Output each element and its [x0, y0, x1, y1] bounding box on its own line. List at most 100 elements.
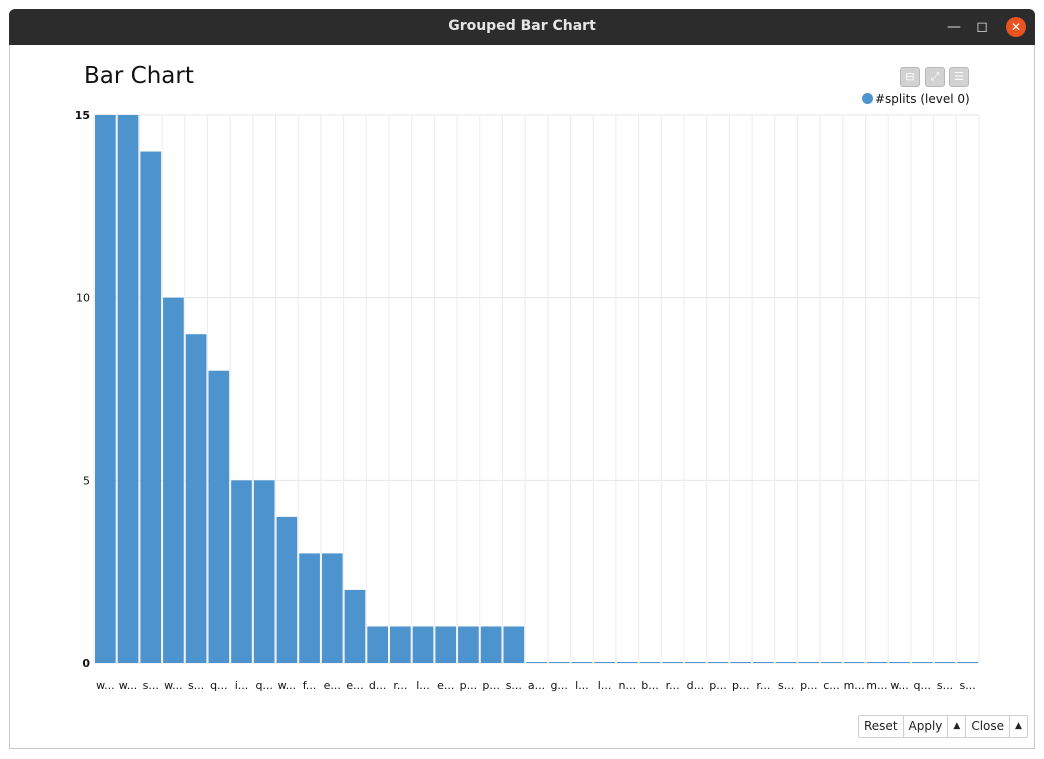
bar: [208, 370, 230, 663]
bar: [662, 662, 683, 663]
legend-item[interactable]: #splits (level 0): [862, 92, 970, 106]
bar: [435, 626, 457, 663]
x-tick-label: l...: [575, 679, 589, 692]
bar: [503, 626, 525, 663]
bar: [163, 297, 184, 663]
bar: [798, 662, 820, 663]
x-tick-label: p...: [460, 679, 477, 692]
x-tick-label: r...: [666, 679, 680, 692]
y-tick-label: 5: [83, 474, 90, 487]
window-titlebar: Grouped Bar Chart — ◻ ✕: [9, 9, 1035, 45]
window-title: Grouped Bar Chart: [448, 18, 596, 34]
x-tick-label: s...: [960, 679, 976, 692]
x-tick-label: e...: [324, 679, 341, 692]
close-button[interactable]: Close: [966, 716, 1011, 737]
bar: [458, 626, 479, 663]
minimize-icon[interactable]: —: [947, 19, 961, 35]
x-tick-label: w...: [278, 679, 296, 692]
fullscreen-icon[interactable]: ⤢: [925, 67, 945, 87]
bar: [775, 662, 797, 663]
y-tick-label: 0: [82, 657, 90, 670]
x-tick-label: d...: [687, 679, 704, 692]
x-tick-label: r...: [756, 679, 770, 692]
bar: [843, 662, 865, 663]
x-tick-label: i...: [235, 679, 249, 692]
x-tick-label: p...: [732, 679, 749, 692]
bar: [548, 662, 570, 663]
legend-label: #splits (level 0): [875, 92, 970, 106]
bar: [367, 626, 388, 663]
apply-button[interactable]: Apply: [904, 716, 949, 737]
bar: [321, 553, 343, 663]
y-tick-label: 10: [76, 292, 90, 305]
x-tick-label: s...: [778, 679, 794, 692]
x-tick-label: e...: [346, 679, 363, 692]
bar: [299, 553, 320, 663]
bar: [639, 662, 661, 663]
x-tick-label: w...: [119, 679, 137, 692]
x-tick-label: w...: [164, 679, 182, 692]
bar: [571, 662, 593, 663]
bar: [480, 626, 502, 663]
bar: [911, 662, 933, 663]
bar: [253, 480, 275, 663]
x-tick-label: f...: [303, 679, 317, 692]
legend-swatch: [862, 93, 873, 104]
bar: [594, 662, 615, 663]
dialog-buttons: Reset Apply ▲ Close ▲: [858, 715, 1028, 738]
chart-title: Bar Chart: [84, 63, 194, 89]
x-tick-label: b...: [641, 679, 658, 692]
bar: [685, 662, 706, 663]
x-tick-label: q...: [210, 679, 227, 692]
bar: [707, 662, 729, 663]
bar: [616, 662, 638, 663]
bar: [730, 662, 752, 663]
bar: [95, 115, 116, 663]
y-tick-label: 15: [75, 109, 90, 122]
bar: [390, 626, 411, 663]
x-tick-label: q...: [255, 679, 272, 692]
bar: [753, 662, 774, 663]
bar: [866, 662, 888, 663]
x-tick-label: p...: [482, 679, 499, 692]
x-tick-label: e...: [437, 679, 454, 692]
close-icon[interactable]: ✕: [1006, 17, 1026, 37]
x-tick-label: g...: [550, 679, 567, 692]
x-tick-label: s...: [937, 679, 953, 692]
x-tick-label: l...: [598, 679, 612, 692]
x-tick-label: q...: [914, 679, 931, 692]
bar: [889, 662, 910, 663]
bar: [185, 334, 207, 663]
x-tick-label: d...: [369, 679, 386, 692]
bar: [140, 151, 162, 664]
bar: [412, 626, 434, 663]
x-tick-label: c...: [823, 679, 840, 692]
bar: [276, 516, 298, 663]
x-tick-label: s...: [143, 679, 159, 692]
x-tick-label: p...: [800, 679, 817, 692]
x-tick-label: s...: [506, 679, 522, 692]
zoom-icon[interactable]: ⊟: [900, 67, 920, 87]
bar: [957, 662, 978, 663]
x-tick-label: s...: [188, 679, 204, 692]
menu-icon[interactable]: ☰: [949, 67, 969, 87]
apply-dropdown-icon[interactable]: ▲: [948, 716, 967, 737]
close-dropdown-icon[interactable]: ▲: [1015, 721, 1022, 731]
bar: [117, 115, 139, 663]
bar: [821, 662, 842, 663]
x-tick-label: w...: [890, 679, 908, 692]
x-tick-label: m...: [866, 679, 887, 692]
bar: [934, 662, 956, 663]
x-tick-label: a...: [528, 679, 545, 692]
x-tick-label: w...: [96, 679, 114, 692]
x-tick-label: m...: [844, 679, 865, 692]
x-tick-label: p...: [709, 679, 726, 692]
reset-button[interactable]: Reset: [859, 716, 904, 737]
maximize-icon[interactable]: ◻: [976, 19, 988, 35]
bar: [344, 589, 366, 663]
x-tick-label: n...: [619, 679, 636, 692]
bar: [231, 480, 252, 663]
bar: [526, 662, 547, 663]
x-tick-label: r...: [393, 679, 407, 692]
